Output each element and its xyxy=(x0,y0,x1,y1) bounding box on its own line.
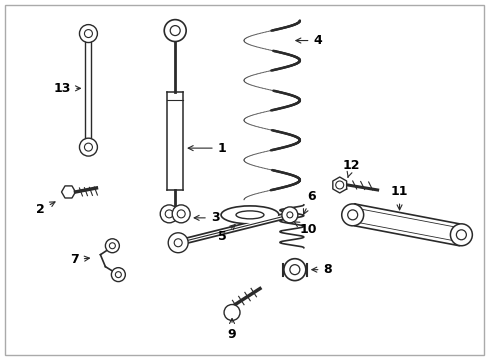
Circle shape xyxy=(170,26,180,36)
Circle shape xyxy=(109,243,115,249)
Text: 6: 6 xyxy=(303,190,315,214)
Circle shape xyxy=(281,207,297,223)
Circle shape xyxy=(172,205,190,223)
Text: 12: 12 xyxy=(342,158,360,177)
Text: 11: 11 xyxy=(390,185,407,210)
Circle shape xyxy=(84,143,92,151)
Text: 13: 13 xyxy=(54,82,80,95)
Text: 9: 9 xyxy=(227,319,236,341)
Ellipse shape xyxy=(221,206,278,224)
Text: 8: 8 xyxy=(311,263,331,276)
Circle shape xyxy=(224,305,240,320)
Text: 1: 1 xyxy=(188,141,226,155)
Circle shape xyxy=(286,212,292,218)
Text: 7: 7 xyxy=(70,253,89,266)
Circle shape xyxy=(168,233,188,253)
Circle shape xyxy=(289,265,299,275)
Text: 10: 10 xyxy=(293,221,316,236)
Circle shape xyxy=(174,239,182,247)
Text: 5: 5 xyxy=(217,225,235,243)
Circle shape xyxy=(164,20,186,41)
Circle shape xyxy=(347,210,357,220)
Circle shape xyxy=(177,210,185,218)
Ellipse shape xyxy=(236,211,264,219)
Circle shape xyxy=(84,30,92,37)
Circle shape xyxy=(80,24,97,42)
Circle shape xyxy=(111,268,125,282)
Text: 4: 4 xyxy=(295,34,322,47)
Circle shape xyxy=(160,205,178,223)
Circle shape xyxy=(455,230,466,240)
Circle shape xyxy=(105,239,119,253)
Circle shape xyxy=(284,259,305,280)
Circle shape xyxy=(80,138,97,156)
Circle shape xyxy=(335,181,343,189)
Text: 3: 3 xyxy=(194,211,219,224)
Circle shape xyxy=(165,210,173,218)
Circle shape xyxy=(115,272,121,278)
Circle shape xyxy=(449,224,471,246)
Circle shape xyxy=(341,204,363,226)
Text: 2: 2 xyxy=(36,202,55,216)
